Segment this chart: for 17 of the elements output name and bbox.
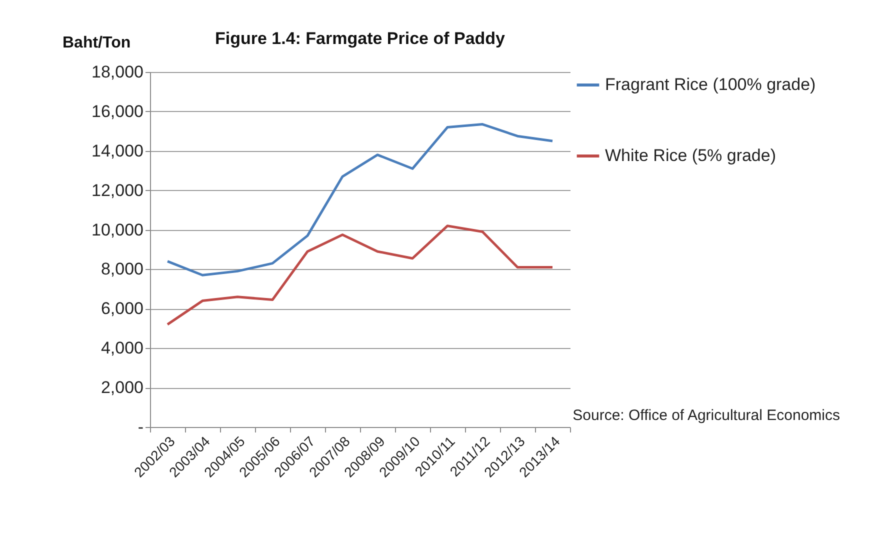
line-series (166, 224, 554, 326)
y-tick-label: - (138, 418, 144, 436)
y-tick-label: 12,000 (92, 180, 144, 200)
y-axis-title: Baht/Ton (62, 34, 131, 52)
y-tick-label: 2,000 (100, 378, 144, 398)
y-tick-label: 18,000 (92, 62, 144, 82)
y-tick-label: 10,000 (92, 220, 144, 240)
y-tick-label: 14,000 (92, 141, 144, 160)
legend-label: Fragrant Rice (100% grade) (605, 75, 816, 94)
line-series (166, 123, 554, 276)
y-tick-label: 8,000 (100, 260, 144, 279)
y-tick-label: 16,000 (92, 102, 144, 121)
chart-title: Figure 1.4: Farmgate Price of Paddy (214, 29, 506, 48)
y-tick-label: 4,000 (100, 338, 144, 358)
source-note: Source: Office of Agricultural Economics (572, 407, 840, 424)
y-tick-label: 6,000 (100, 299, 144, 318)
legend-label: White Rice (5% grade) (605, 146, 776, 165)
